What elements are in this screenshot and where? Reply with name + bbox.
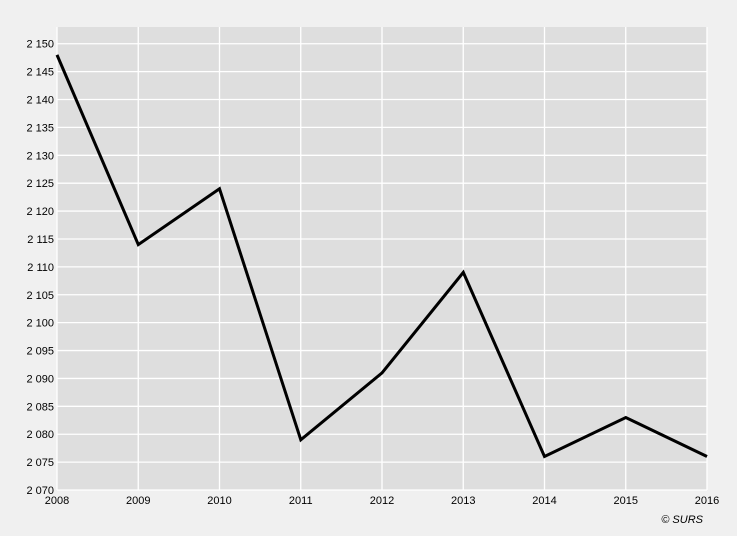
x-tick-label: 2008 bbox=[45, 495, 69, 507]
y-tick-label: 2 090 bbox=[26, 373, 54, 385]
x-tick-label: 2011 bbox=[289, 495, 313, 507]
y-tick-label: 2 075 bbox=[26, 457, 54, 469]
y-tick-label: 2 105 bbox=[26, 290, 54, 302]
y-tick-label: 2 150 bbox=[26, 39, 54, 51]
y-tick-label: 2 110 bbox=[27, 262, 54, 274]
y-tick-label: 2 120 bbox=[26, 206, 54, 218]
x-tick-label: 2016 bbox=[695, 495, 719, 507]
x-tick-label: 2015 bbox=[614, 495, 638, 507]
y-tick-label: 2 080 bbox=[26, 429, 54, 441]
x-axis: 2008 2009 2010 2011 2012 2013 2014 2015 2016 bbox=[45, 495, 719, 507]
x-tick-label: 2010 bbox=[207, 495, 231, 507]
x-tick-label: 2014 bbox=[532, 495, 556, 507]
y-tick-label: 2 095 bbox=[26, 346, 54, 358]
y-tick-label: 2 125 bbox=[26, 178, 54, 190]
x-tick-label: 2012 bbox=[370, 495, 394, 507]
x-tick-label: 2009 bbox=[126, 495, 150, 507]
y-tick-label: 2 145 bbox=[26, 67, 54, 79]
y-tick-label: 2 100 bbox=[26, 318, 54, 330]
y-tick-label: 2 115 bbox=[27, 234, 54, 246]
source-credit: © SURS bbox=[661, 514, 703, 526]
y-tick-label: 2 085 bbox=[26, 401, 54, 413]
y-tick-label: 2 130 bbox=[26, 150, 54, 162]
x-tick-label: 2013 bbox=[451, 495, 475, 507]
y-tick-label: 2 135 bbox=[26, 122, 54, 134]
y-tick-label: 2 140 bbox=[26, 95, 54, 107]
